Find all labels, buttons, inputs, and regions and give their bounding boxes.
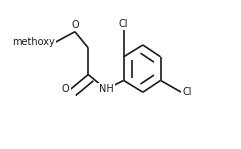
Text: methoxy: methoxy [13,37,56,47]
Text: Cl: Cl [119,19,128,29]
Text: Cl: Cl [183,87,192,97]
Text: NH: NH [99,84,113,94]
Text: methoxy: methoxy [12,37,55,47]
Text: O: O [71,20,79,30]
Text: O: O [62,84,69,94]
